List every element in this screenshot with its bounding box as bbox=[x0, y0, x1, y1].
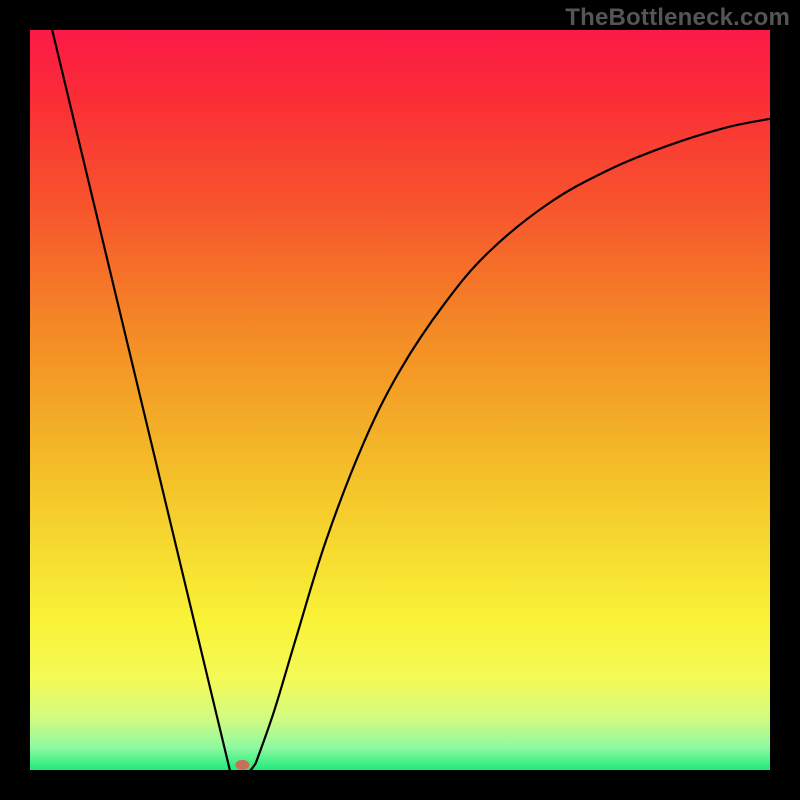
chart-container: TheBottleneck.com bbox=[0, 0, 800, 800]
bottleneck-chart bbox=[0, 0, 800, 800]
optimum-marker bbox=[235, 760, 249, 770]
watermark-text: TheBottleneck.com bbox=[565, 4, 790, 32]
